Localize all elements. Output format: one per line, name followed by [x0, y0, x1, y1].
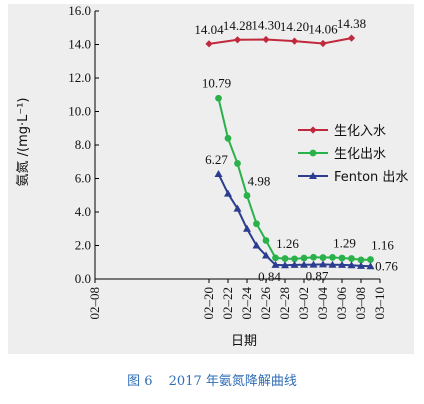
data-point	[310, 253, 317, 261]
data-point	[215, 94, 222, 102]
x-tick-label: 03–04	[315, 287, 330, 320]
data-point	[309, 149, 317, 157]
data-point	[319, 254, 327, 261]
data-point	[243, 192, 251, 199]
data-point	[347, 261, 356, 269]
y-axis-ticks: 0.0 2.0 4.0 6.0 8.0 10.0 12.0 14.0 16.0	[68, 3, 99, 286]
data-point	[224, 134, 232, 142]
data-point	[233, 204, 242, 212]
series-layer: 14.04 14.28 14.30 14.20 14.06 14.3810.794.981…	[194, 16, 398, 284]
y-tick-label: 8.0	[75, 137, 91, 152]
data-label: 6.27	[205, 152, 228, 167]
data-point	[328, 260, 337, 268]
data-point	[309, 260, 318, 268]
y-tick-label: 6.0	[75, 171, 91, 186]
legend-label: Fenton 出水	[334, 170, 408, 185]
data-point	[357, 261, 365, 269]
data-point	[319, 260, 327, 268]
data-point	[338, 260, 346, 268]
y-tick-label: 16.0	[68, 3, 91, 18]
chart-panel	[8, 4, 414, 354]
y-tick-label: 0.0	[75, 271, 91, 286]
data-label: 0.87	[306, 268, 329, 283]
series-2: 6.27 0.84 0.87 0.76	[205, 152, 398, 284]
data-label: 0.76	[375, 258, 398, 273]
data-point	[243, 224, 251, 232]
data-point	[367, 256, 374, 263]
x-tick-label: 03–10	[372, 287, 387, 320]
x-tick-label: 02–08	[87, 287, 102, 320]
data-label: 0.84	[258, 269, 281, 284]
ammonia-chart: 0.02.04.06.08.010.012.014.016.0 02–08 02–…	[16, 3, 408, 349]
data-point	[272, 254, 279, 262]
data-point	[281, 255, 289, 262]
data-label: 14.38	[337, 16, 366, 31]
data-point	[281, 261, 289, 269]
caption-text: 2017 年氨氮降解曲线	[168, 374, 297, 389]
y-tick-label: 4.0	[75, 204, 91, 219]
legend-label: 生化入水	[334, 124, 386, 139]
data-label: 4.98	[248, 174, 271, 189]
series-1: 10.79 4.98 1.26 1.29 1.16	[202, 75, 394, 264]
data-point	[309, 126, 317, 134]
x-tick-label: 03–06	[334, 287, 349, 320]
data-point	[224, 189, 232, 197]
data-point	[214, 169, 223, 177]
y-tick-label: 10.0	[68, 104, 91, 119]
data-point	[262, 251, 270, 259]
data-label: 1.29	[333, 235, 356, 250]
x-tick-label: 02–20	[201, 287, 216, 320]
data-point	[234, 160, 241, 167]
data-point	[262, 237, 270, 244]
series-line	[217, 173, 371, 268]
series-line	[208, 37, 352, 45]
x-tick-label: 02–26	[258, 287, 273, 320]
data-point	[290, 37, 299, 45]
data-point	[357, 256, 365, 264]
data-label: 14.06	[308, 21, 338, 36]
data-point	[347, 34, 356, 42]
data-point	[205, 40, 213, 48]
series-0: 14.04 14.28 14.30 14.20 14.06 14.38	[194, 16, 366, 48]
data-label: 14.20	[280, 19, 309, 34]
y-tick-label: 14.0	[68, 37, 91, 52]
data-point	[300, 260, 308, 268]
data-point	[291, 255, 298, 263]
legend-label: 生化出水	[334, 147, 386, 162]
y-tick-label: 2.0	[75, 238, 91, 253]
data-label: 14.04	[194, 22, 224, 37]
x-tick-label: 03–02	[296, 287, 311, 320]
figure-caption: 图 6 2017 年氨氮降解曲线	[0, 370, 424, 389]
data-point	[366, 262, 375, 270]
x-tick-label: 03–08	[353, 287, 368, 320]
x-axis-ticks: 02–08 02–20 02–22 02–24 02–26 02–28 03–02 03–04…	[87, 279, 387, 320]
x-axis-title: 日期	[231, 334, 257, 349]
data-point	[253, 220, 260, 228]
x-tick-label: 02–24	[239, 287, 254, 320]
data-point	[271, 260, 280, 268]
data-point	[300, 254, 308, 262]
y-tick-label: 12.0	[68, 70, 91, 85]
data-label: 14.28	[223, 18, 252, 33]
data-point	[252, 241, 261, 249]
data-label: 10.79	[202, 75, 231, 90]
x-tick-label: 02–28	[277, 287, 292, 320]
data-point	[348, 255, 355, 262]
y-axis-title: 氨氮 /(mg·L⁻¹)	[16, 97, 31, 186]
data-point	[319, 39, 327, 48]
caption-number: 图 6	[127, 374, 153, 389]
data-point	[338, 254, 346, 262]
data-point	[262, 35, 270, 44]
data-label: 1.26	[276, 236, 299, 251]
data-point	[329, 253, 336, 261]
data-label: 14.30	[251, 17, 280, 32]
data-label: 1.16	[371, 238, 394, 253]
x-tick-label: 02–22	[220, 287, 235, 320]
data-point	[233, 36, 242, 44]
data-point	[309, 172, 317, 179]
data-point	[290, 260, 299, 268]
